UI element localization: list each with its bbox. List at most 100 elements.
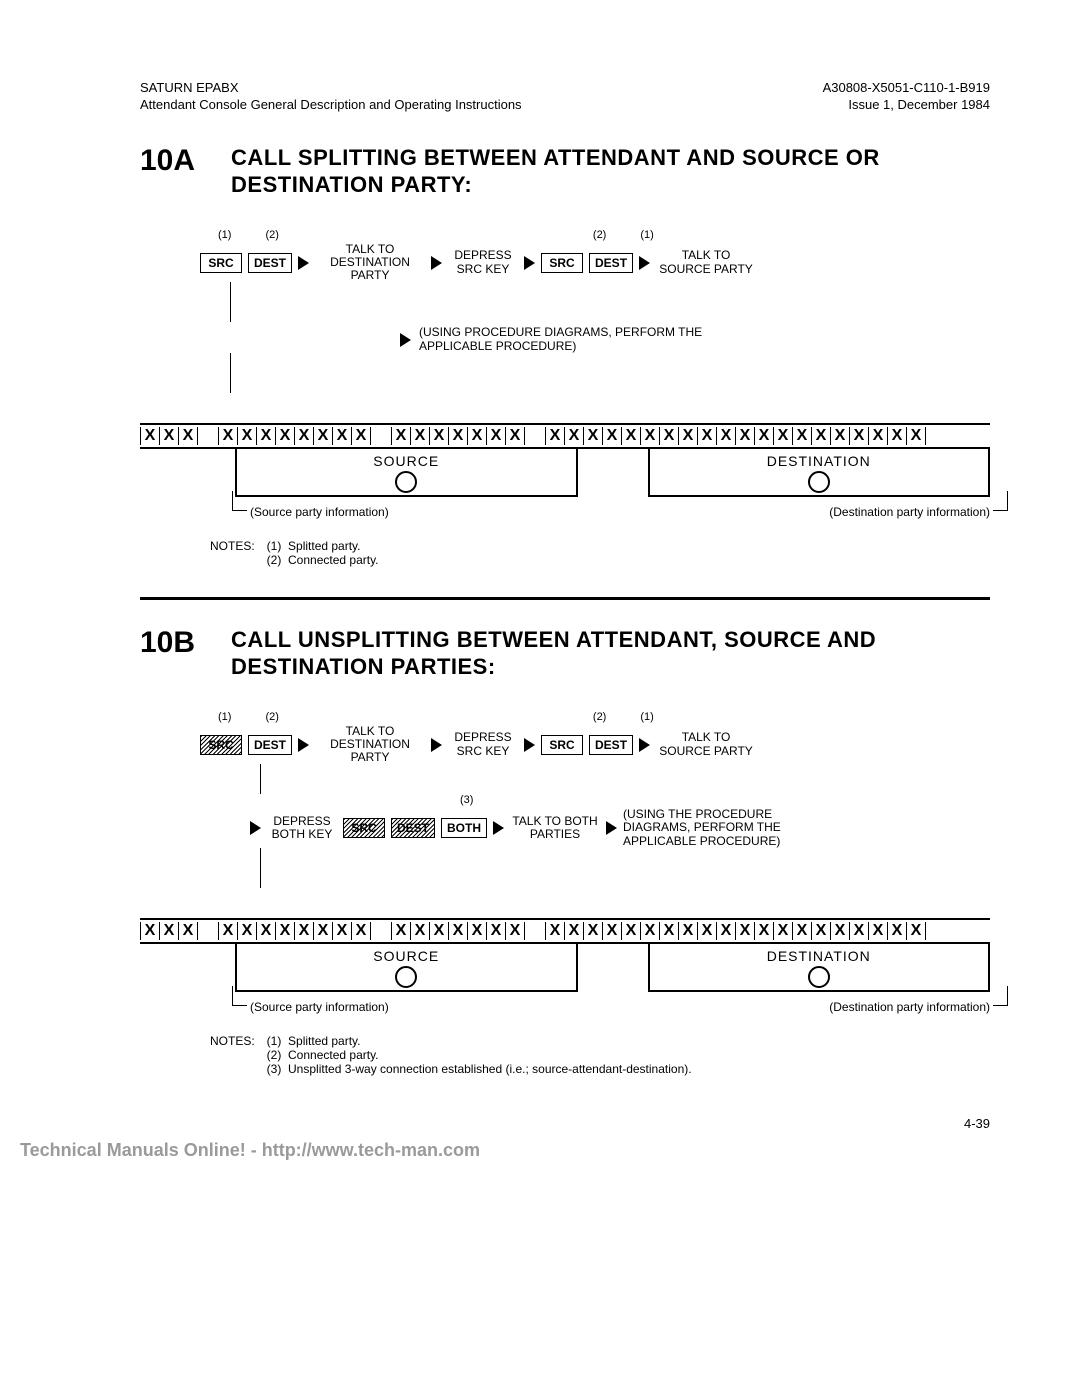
annot-b-a2: (2) [265, 711, 278, 723]
arrow-icon [493, 821, 504, 835]
arrow-icon [400, 333, 411, 347]
section-10b-num: 10B [140, 626, 195, 681]
notes-label: NOTES: [210, 539, 255, 567]
display-cell: X [622, 427, 641, 445]
display-cell: X [888, 427, 907, 445]
display-cell: X [218, 922, 238, 940]
annot-a1: (1) [218, 229, 231, 241]
section-10a-num: 10A [140, 144, 195, 199]
display-cell: X [333, 922, 352, 940]
annot-b-a1: (1) [218, 711, 231, 723]
display-cell: X [907, 922, 926, 940]
header-left-1: SATURN EPABX [140, 80, 522, 97]
display-cell: X [679, 427, 698, 445]
display-cell: X [140, 427, 160, 445]
display-cell: X [717, 427, 736, 445]
display-cell: X [430, 922, 449, 940]
key-dest-2: DEST [589, 253, 633, 273]
footer-watermark: Technical Manuals Online! - http://www.t… [20, 1140, 480, 1161]
display-cell: X [850, 922, 869, 940]
mid-note-10a: (USING PROCEDURE DIAGRAMS, PERFORM THE A… [419, 326, 739, 352]
arrow-icon [298, 256, 309, 270]
src-info-text-b: (Source party information) [250, 1000, 389, 1014]
display-cell: X [411, 427, 430, 445]
talk-both-text: TALK TO BOTH PARTIES [510, 815, 600, 841]
display-cell: X [755, 922, 774, 940]
led-icon [808, 471, 830, 493]
dest-label: DESTINATION [650, 453, 989, 469]
display-cell: X [565, 922, 584, 940]
source-label-b: SOURCE [237, 948, 576, 964]
key-dest-shaded: DEST [391, 818, 435, 838]
notes-10b: NOTES: (1) Splitted party. (2) Connected… [210, 1034, 990, 1076]
display-cell: X [545, 922, 565, 940]
display-cell: X [468, 427, 487, 445]
display-cell: X [314, 427, 333, 445]
display-cell: X [545, 427, 565, 445]
key-src: SRC [200, 253, 242, 273]
display-cell: X [506, 427, 525, 445]
display-cell: X [660, 427, 679, 445]
key-src-shaded: SRC [200, 735, 242, 755]
header-left-2: Attendant Console General Description an… [140, 97, 522, 114]
section-10a-title: CALL SPLITTING BETWEEN ATTENDANT AND SOU… [231, 144, 990, 199]
display-cell: X [160, 427, 179, 445]
display-cell: X [238, 922, 257, 940]
display-cell: X [793, 922, 812, 940]
arrow-icon [431, 256, 442, 270]
display-cell: X [391, 427, 411, 445]
display-cell: X [295, 427, 314, 445]
display-cell: X [565, 427, 584, 445]
key-dest: DEST [248, 253, 292, 273]
talk-dest-text: TALK TO DESTINATION PARTY [315, 243, 425, 283]
display-cell: X [812, 922, 831, 940]
annot-b-b2: (1) [640, 711, 653, 723]
display-cell: X [238, 427, 257, 445]
page-number: 4-39 [140, 1116, 990, 1131]
depress-src-text-b: DEPRESS SRC KEY [448, 731, 518, 757]
display-cell: X [257, 427, 276, 445]
note-a1: Splitted party. [288, 539, 360, 553]
display-cell: X [660, 922, 679, 940]
display-cell: X [140, 922, 160, 940]
depress-src-text: DEPRESS SRC KEY [448, 249, 518, 275]
display-cell: X [179, 922, 198, 940]
display-cell: X [257, 922, 276, 940]
display-cell: X [468, 922, 487, 940]
display-cell: X [487, 427, 506, 445]
display-cell: X [869, 427, 888, 445]
led-icon [808, 966, 830, 988]
talk-src-text-b: TALK TO SOURCE PARTY [656, 731, 756, 757]
display-cell: X [888, 922, 907, 940]
arrow-icon [524, 256, 535, 270]
display-cell: X [717, 922, 736, 940]
key-src-shaded-2: SRC [343, 818, 385, 838]
display-cell: X [907, 427, 926, 445]
display-cell: X [755, 427, 774, 445]
display-cell: X [698, 427, 717, 445]
section-10b-title: CALL UNSPLITTING BETWEEN ATTENDANT, SOUR… [231, 626, 990, 681]
display-cell: X [391, 922, 411, 940]
key-dest-2b: DEST [589, 735, 633, 755]
note-b2: Connected party. [288, 1048, 379, 1062]
display-cell: X [831, 427, 850, 445]
arrow-icon [639, 256, 650, 270]
display-cell: X [679, 922, 698, 940]
key-both: BOTH [441, 818, 487, 838]
display-cell: X [179, 427, 198, 445]
display-cell: X [449, 427, 468, 445]
depress-both-text: DEPRESS BOTH KEY [267, 815, 337, 841]
header-right-1: A30808-X5051-C110-1-B919 [823, 80, 990, 97]
dest-info-text: (Destination party information) [829, 505, 990, 519]
arrow-icon [250, 821, 261, 835]
section-10a-diagram: (1) (2) (2) (1) SRC DEST TALK TO DESTINA… [140, 229, 990, 567]
note-a2: Connected party. [288, 553, 379, 567]
display-cell: X [333, 427, 352, 445]
display-cell: X [314, 922, 333, 940]
display-cell: X [584, 427, 603, 445]
annot-a2: (2) [265, 229, 278, 241]
section-10b-heading: 10B CALL UNSPLITTING BETWEEN ATTENDANT, … [140, 626, 990, 681]
led-icon [395, 471, 417, 493]
display-cell: X [487, 922, 506, 940]
arrow-icon [524, 738, 535, 752]
